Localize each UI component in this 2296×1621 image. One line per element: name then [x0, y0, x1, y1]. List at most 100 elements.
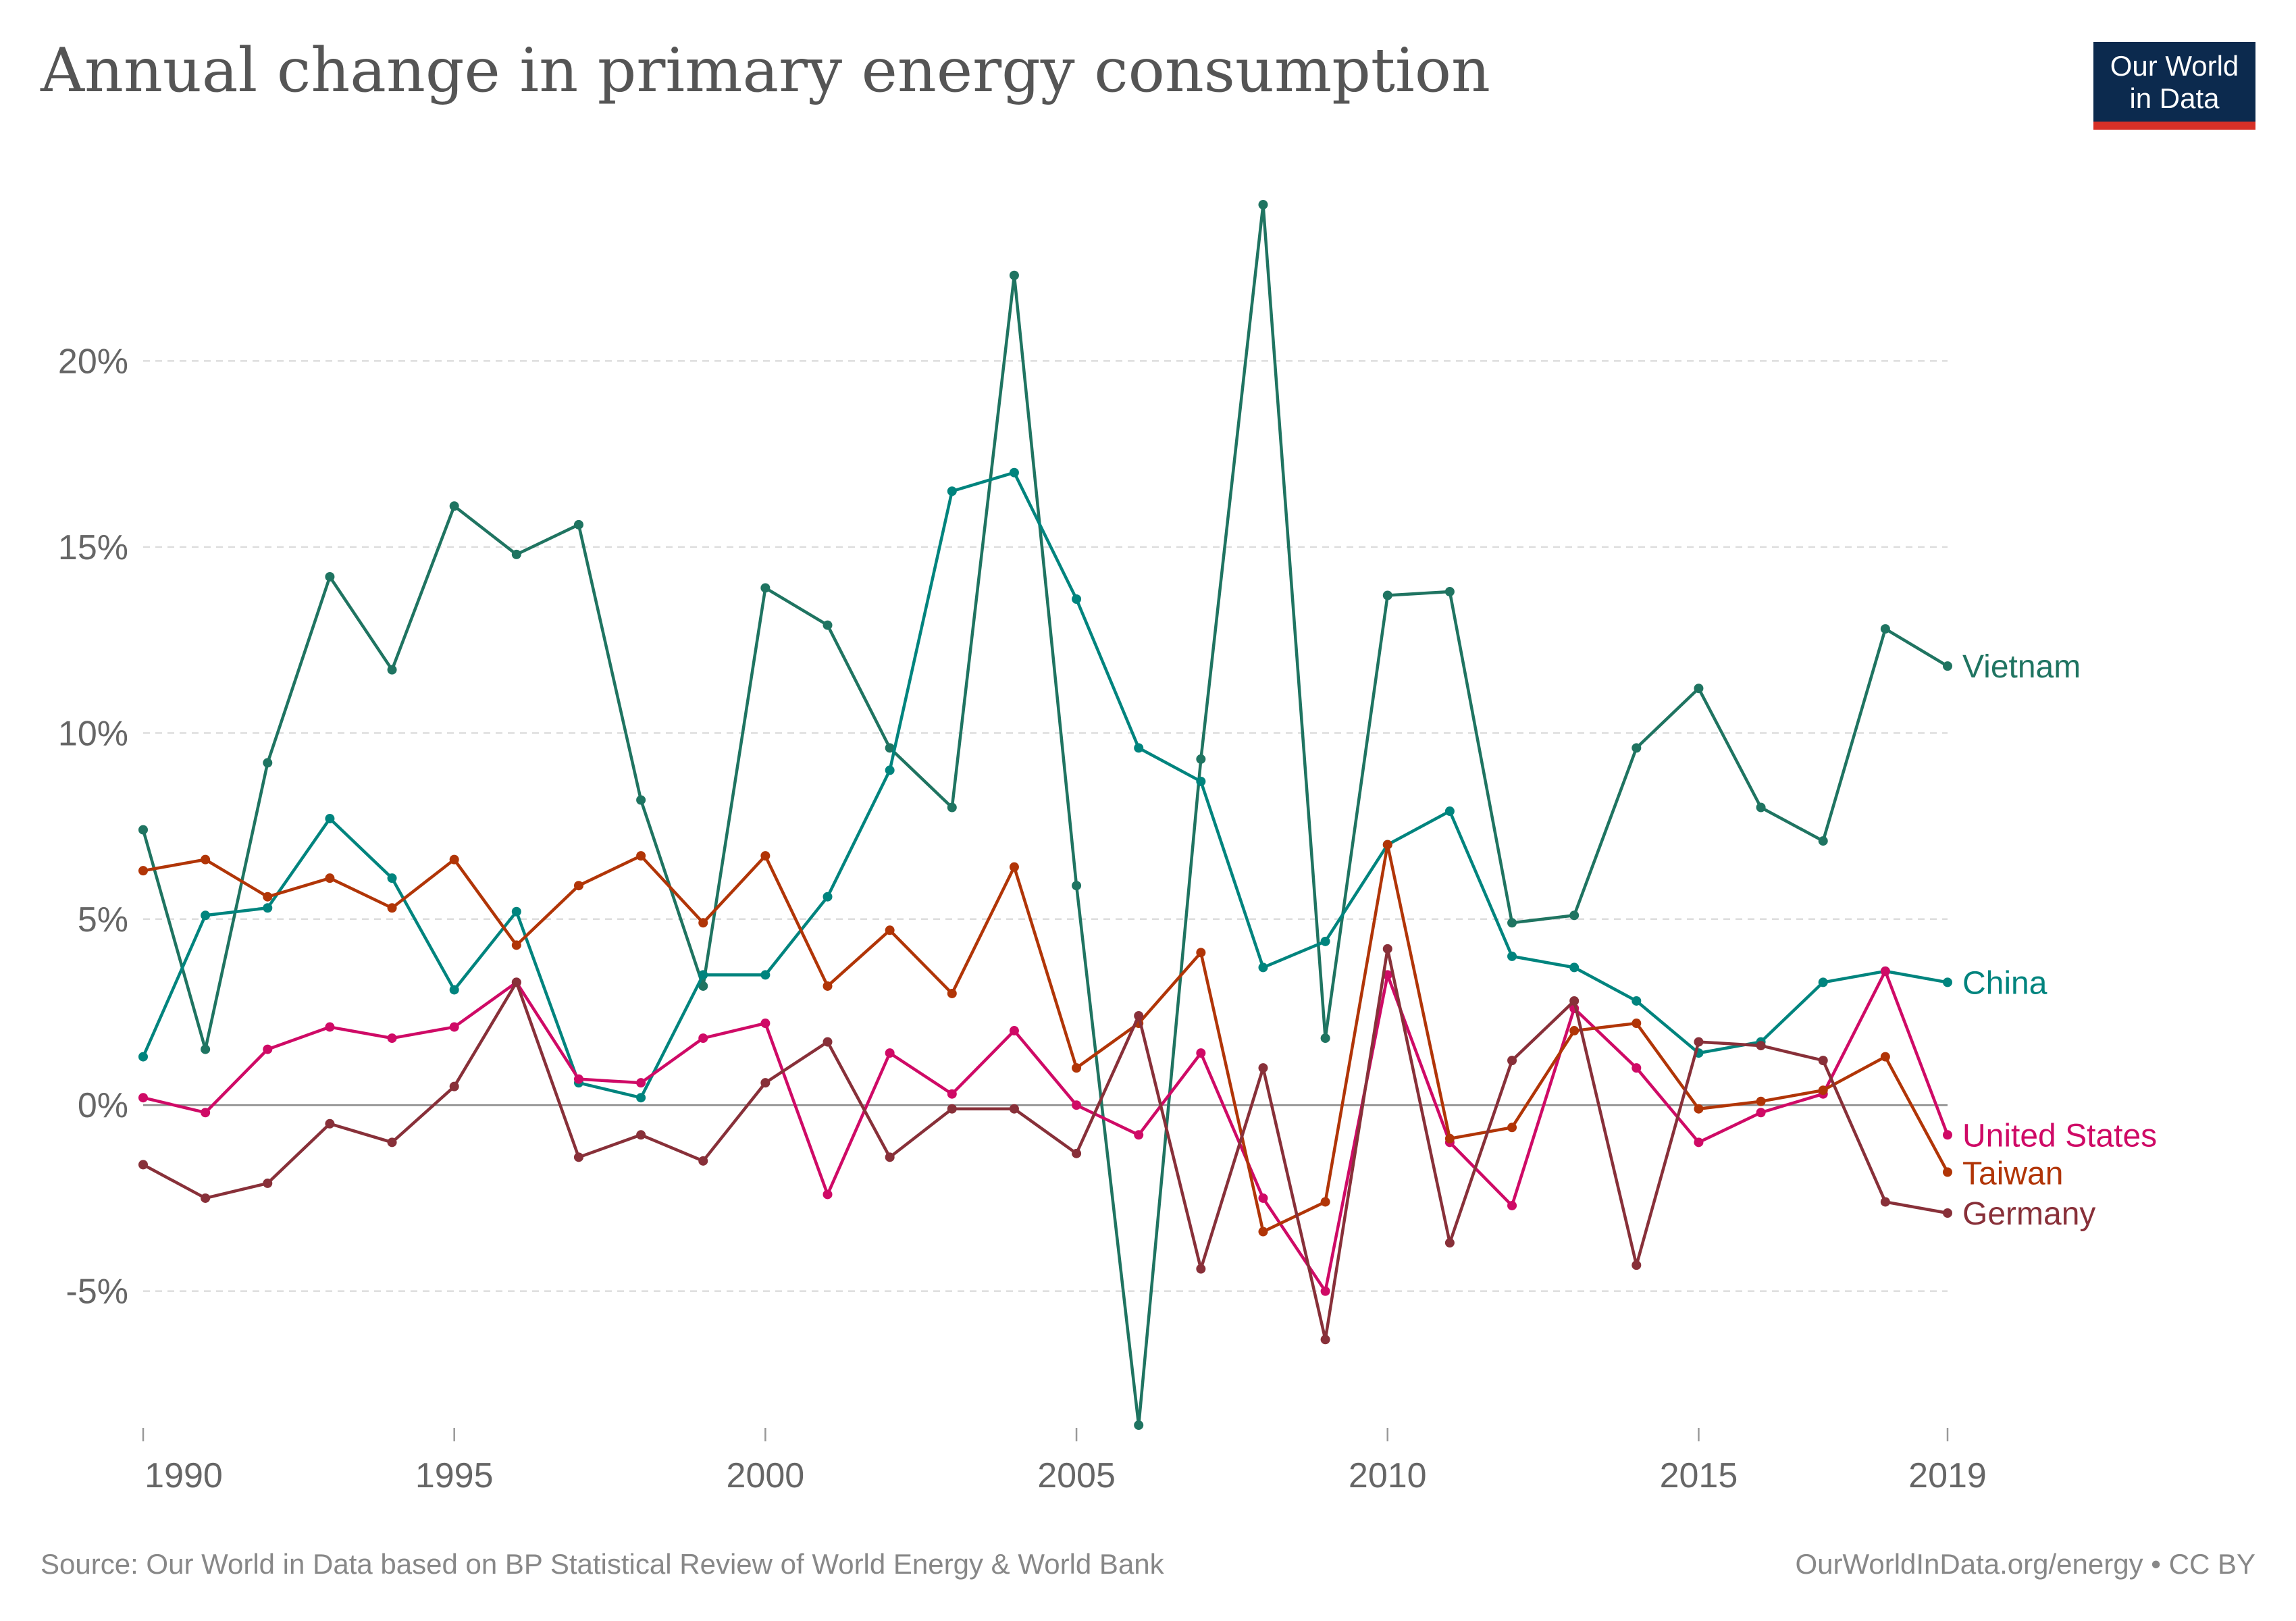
data-point-germany[interactable]: [325, 1118, 335, 1129]
data-point-taiwan[interactable]: [511, 940, 521, 950]
data-point-china[interactable]: [947, 486, 957, 496]
series-line-china[interactable]: [141, 471, 1948, 1100]
data-point-taiwan[interactable]: [823, 981, 833, 991]
credit-link[interactable]: OurWorldInData.org/energy • CC BY: [1795, 1548, 2255, 1580]
data-point-taiwan[interactable]: [263, 892, 273, 902]
data-point-germany[interactable]: [1756, 1041, 1766, 1051]
data-point-china[interactable]: [1444, 806, 1455, 817]
data-point-vietnam[interactable]: [138, 825, 148, 835]
data-point-vietnam[interactable]: [1943, 661, 1952, 671]
data-point-germany[interactable]: [1320, 1335, 1330, 1345]
data-point-vietnam[interactable]: [325, 571, 335, 582]
data-point-china[interactable]: [1507, 951, 1517, 961]
data-point-germany[interactable]: [1258, 1063, 1268, 1073]
data-point-taiwan[interactable]: [1258, 1227, 1268, 1237]
data-point-germany[interactable]: [573, 1152, 583, 1162]
data-point-vietnam[interactable]: [1756, 802, 1766, 813]
data-point-china[interactable]: [201, 910, 211, 921]
data-point-germany[interactable]: [1818, 1056, 1828, 1066]
data-point-vietnam[interactable]: [1694, 684, 1704, 694]
data-point-taiwan[interactable]: [1818, 1085, 1828, 1096]
data-point-germany[interactable]: [1880, 1197, 1890, 1207]
data-point-united-states[interactable]: [1072, 1100, 1082, 1110]
data-point-china[interactable]: [1818, 977, 1828, 987]
data-point-vietnam[interactable]: [947, 802, 957, 813]
data-point-united-states[interactable]: [636, 1078, 646, 1088]
data-point-germany[interactable]: [636, 1130, 646, 1140]
data-point-united-states[interactable]: [1320, 1286, 1330, 1296]
data-point-china[interactable]: [885, 765, 895, 775]
data-point-vietnam[interactable]: [201, 1044, 211, 1054]
data-point-taiwan[interactable]: [387, 903, 397, 913]
data-point-germany[interactable]: [1632, 1260, 1642, 1270]
data-point-united-states[interactable]: [760, 1019, 771, 1029]
data-point-germany[interactable]: [760, 1078, 771, 1088]
data-point-china[interactable]: [636, 1093, 646, 1103]
data-point-china[interactable]: [325, 814, 335, 824]
data-point-china[interactable]: [1569, 962, 1580, 973]
data-point-germany[interactable]: [1072, 1148, 1082, 1158]
series-line-taiwan[interactable]: [142, 843, 1949, 1233]
data-point-vietnam[interactable]: [1320, 1033, 1330, 1044]
data-point-united-states[interactable]: [1134, 1130, 1144, 1140]
data-point-united-states[interactable]: [947, 1089, 957, 1099]
data-point-united-states[interactable]: [1009, 1026, 1019, 1036]
data-point-taiwan[interactable]: [1507, 1123, 1517, 1133]
data-point-vietnam[interactable]: [573, 519, 583, 530]
data-point-vietnam[interactable]: [698, 981, 708, 991]
data-point-germany[interactable]: [387, 1137, 397, 1148]
data-point-germany[interactable]: [1009, 1104, 1019, 1114]
series-line-germany[interactable]: [142, 947, 1948, 1341]
data-point-china[interactable]: [698, 970, 708, 980]
data-point-united-states[interactable]: [387, 1033, 397, 1044]
data-point-china[interactable]: [823, 892, 833, 902]
data-point-vietnam[interactable]: [1507, 918, 1517, 928]
data-point-germany[interactable]: [885, 1152, 895, 1162]
data-point-united-states[interactable]: [885, 1048, 895, 1058]
data-point-china[interactable]: [138, 1052, 148, 1062]
data-point-united-states[interactable]: [1507, 1200, 1517, 1210]
data-point-taiwan[interactable]: [698, 918, 708, 928]
data-point-taiwan[interactable]: [760, 851, 771, 861]
data-point-united-states[interactable]: [138, 1093, 148, 1103]
data-point-vietnam[interactable]: [1569, 910, 1580, 921]
data-point-taiwan[interactable]: [449, 854, 459, 865]
data-point-china[interactable]: [1943, 977, 1952, 987]
data-point-vietnam[interactable]: [1196, 754, 1206, 764]
data-point-united-states[interactable]: [573, 1074, 583, 1084]
series-line-vietnam[interactable]: [141, 203, 1949, 1427]
data-point-taiwan[interactable]: [1880, 1052, 1890, 1062]
data-point-vietnam[interactable]: [1009, 270, 1019, 280]
data-point-germany[interactable]: [1569, 996, 1580, 1006]
data-point-vietnam[interactable]: [760, 583, 771, 593]
data-point-germany[interactable]: [1444, 1238, 1455, 1248]
data-point-united-states[interactable]: [698, 1033, 708, 1044]
data-point-germany[interactable]: [1382, 944, 1392, 954]
data-point-united-states[interactable]: [1632, 1063, 1642, 1073]
data-point-china[interactable]: [1009, 467, 1019, 478]
data-point-taiwan[interactable]: [325, 873, 335, 883]
data-point-united-states[interactable]: [1196, 1048, 1206, 1058]
data-point-china[interactable]: [263, 903, 273, 913]
data-point-vietnam[interactable]: [1382, 590, 1392, 600]
owid-logo[interactable]: Our World in Data: [2093, 42, 2255, 130]
data-point-vietnam[interactable]: [885, 743, 895, 753]
data-point-germany[interactable]: [263, 1178, 273, 1188]
data-point-vietnam[interactable]: [263, 758, 273, 768]
data-point-germany[interactable]: [1694, 1037, 1704, 1047]
data-point-germany[interactable]: [449, 1081, 459, 1091]
data-point-taiwan[interactable]: [573, 881, 583, 891]
data-point-germany[interactable]: [201, 1193, 211, 1203]
data-point-vietnam[interactable]: [387, 665, 397, 675]
data-point-taiwan[interactable]: [1756, 1096, 1766, 1106]
series-vietnam[interactable]: [138, 200, 1952, 1430]
data-point-taiwan[interactable]: [1569, 1026, 1580, 1036]
data-point-taiwan[interactable]: [636, 851, 646, 861]
data-point-taiwan[interactable]: [1196, 948, 1206, 958]
data-point-vietnam[interactable]: [1880, 624, 1890, 634]
data-point-vietnam[interactable]: [823, 620, 833, 630]
series-line-united-states[interactable]: [142, 969, 1950, 1293]
data-point-vietnam[interactable]: [449, 501, 459, 511]
data-point-united-states[interactable]: [263, 1044, 273, 1054]
data-point-germany[interactable]: [1134, 1011, 1144, 1021]
